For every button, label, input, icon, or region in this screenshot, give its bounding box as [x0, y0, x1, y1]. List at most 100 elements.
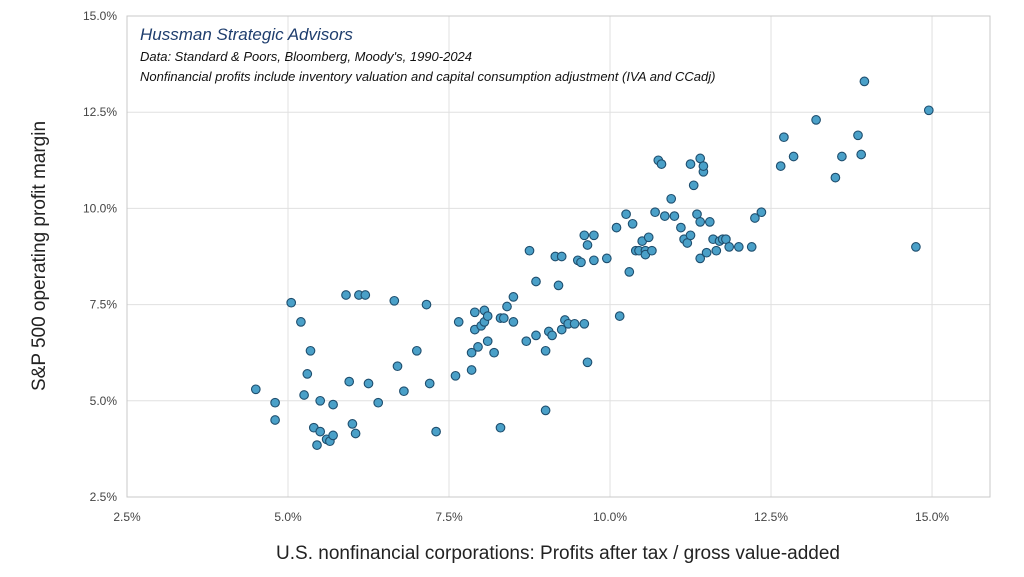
data-point [466, 365, 477, 375]
x-axis-title: U.S. nonfinancial corporations: Profits … [276, 543, 840, 564]
data-point [701, 247, 712, 258]
data-point [853, 130, 863, 141]
data-point [601, 253, 612, 264]
data-point [350, 428, 361, 439]
data-point [811, 115, 821, 125]
data-point [508, 292, 519, 302]
y-tick-label: 7.5% [90, 298, 118, 312]
data-point [424, 378, 435, 389]
x-tick-label: 15.0% [915, 510, 949, 524]
data-point [540, 345, 551, 356]
data-point [553, 280, 564, 291]
data-point [473, 342, 483, 352]
data-point [756, 207, 767, 218]
data-point [733, 242, 744, 252]
data-point [531, 276, 541, 287]
x-tick-label: 5.0% [274, 510, 302, 524]
data-point [579, 230, 590, 241]
data-point [643, 232, 654, 243]
data-point [624, 267, 635, 277]
data-point [347, 419, 358, 429]
data-point [489, 347, 499, 358]
data-point [656, 159, 667, 169]
data-point [650, 207, 660, 218]
data-point [502, 301, 512, 312]
data-point [341, 290, 351, 300]
data-point [685, 230, 696, 241]
data-point [666, 193, 677, 204]
data-point [363, 378, 374, 389]
data-point [856, 149, 867, 160]
data-point [315, 395, 326, 406]
data-point [724, 242, 735, 252]
data-point [270, 415, 280, 425]
data-point [676, 222, 686, 233]
data-point [421, 299, 432, 310]
data-point [923, 105, 934, 116]
data-point [556, 324, 567, 335]
data-point [531, 330, 541, 341]
data-point [775, 161, 786, 171]
data-point [312, 440, 322, 450]
x-tick-label: 12.5% [754, 510, 788, 524]
data-point [704, 217, 715, 227]
data-point [305, 345, 316, 356]
data-point [614, 311, 625, 321]
data-point [482, 336, 493, 347]
data-point [392, 361, 403, 372]
data-point [508, 317, 519, 327]
y-tick-label: 10.0% [83, 201, 117, 215]
data-point [569, 318, 580, 329]
data-point [450, 370, 461, 381]
data-point [621, 209, 631, 220]
data-point [611, 222, 622, 233]
annotation-source: Data: Standard & Poors, Bloomberg, Moody… [140, 49, 472, 64]
data-point [647, 245, 657, 256]
y-tick-label: 12.5% [83, 105, 117, 119]
y-tick-label: 5.0% [90, 394, 118, 408]
data-point [582, 357, 593, 368]
data-point [779, 132, 789, 143]
data-point [589, 255, 599, 266]
data-point [669, 211, 680, 221]
data-point [296, 317, 306, 327]
x-tick-label: 7.5% [435, 510, 463, 524]
data-point [540, 405, 551, 416]
data-point [431, 426, 441, 437]
data-point [315, 426, 326, 437]
data-point [556, 251, 567, 262]
data-point [695, 253, 706, 264]
data-point [830, 172, 841, 183]
data-point [373, 397, 384, 408]
x-tick-labels: 2.5% 5.0% 7.5% 10.0% 12.5% 15.0% [113, 510, 949, 524]
data-point [453, 317, 464, 327]
data-point [469, 307, 480, 318]
data-point [286, 297, 297, 308]
data-point [589, 230, 599, 241]
data-point [302, 369, 313, 379]
annotation-title: Hussman Strategic Advisors [140, 25, 353, 44]
data-point [547, 330, 557, 341]
annotation-note: Nonfinancial profits include inventory v… [140, 69, 715, 84]
y-tick-labels: 2.5% 5.0% 7.5% 10.0% 12.5% 15.0% [83, 9, 117, 504]
data-point [389, 295, 400, 306]
data-point [911, 242, 921, 252]
plot-frame [126, 15, 991, 498]
data-point [698, 161, 709, 171]
data-point [582, 240, 593, 250]
data-point [746, 242, 757, 252]
data-point [524, 245, 535, 256]
data-point [627, 218, 638, 229]
data-point [399, 386, 409, 397]
data-point [711, 245, 722, 256]
data-point [299, 390, 309, 400]
data-point [466, 347, 477, 358]
data-point [328, 430, 338, 441]
x-tick-label: 10.0% [593, 510, 627, 524]
data-point [688, 180, 699, 191]
data-point [576, 257, 586, 268]
data-point [788, 151, 799, 162]
data-point [579, 318, 590, 329]
y-tick-label: 15.0% [83, 9, 117, 23]
data-point [859, 76, 870, 87]
